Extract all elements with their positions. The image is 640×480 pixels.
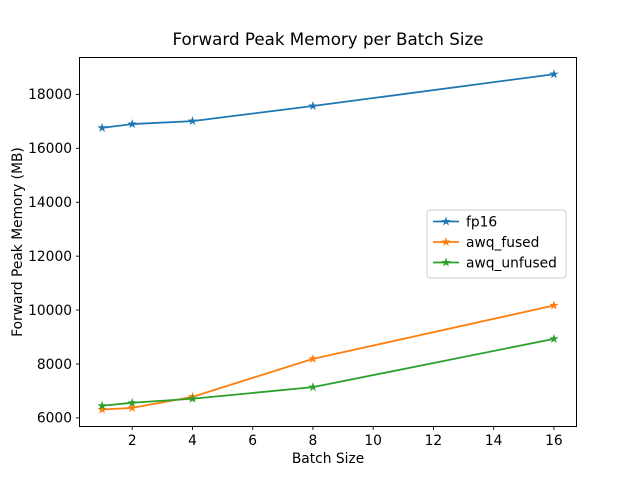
x-tick-label: 6	[248, 433, 257, 449]
series-markers-awq_unfused	[97, 333, 559, 410]
y-tick-label: 16000	[28, 141, 72, 157]
x-axis-label: Batch Size	[292, 451, 364, 467]
legend-star-marker-icon	[441, 257, 451, 267]
y-tick-label: 12000	[28, 249, 72, 265]
x-tick-label: 10	[364, 433, 382, 449]
y-tick-label: 18000	[28, 87, 72, 103]
legend-label-awq-unfused: awq_unfused	[466, 256, 557, 272]
y-axis-label: Forward Peak Memory (MB)	[10, 147, 26, 337]
y-tick-label: 6000	[37, 411, 72, 427]
data-series	[97, 69, 559, 414]
series-line-awq_fused	[101, 304, 555, 411]
series-line-awq_unfused	[101, 338, 555, 407]
series-line-fp16	[101, 73, 555, 129]
y-tick-label: 8000	[37, 357, 72, 373]
x-tick-label: 4	[188, 433, 197, 449]
series-markers-awq_fused	[97, 300, 559, 414]
legend-label-fp16: fp16	[466, 215, 497, 231]
legend-star-marker-icon	[441, 216, 451, 226]
y-tick-label: 14000	[28, 195, 72, 211]
x-tick-label: 2	[128, 433, 137, 449]
x-tick-label: 16	[545, 433, 563, 449]
legend-star-marker-icon	[441, 237, 451, 247]
y-tick-label: 10000	[28, 303, 72, 319]
x-tick-label: 8	[309, 433, 318, 449]
axis-ticks: 2 4 6 8 10 12 14 16 6000 8000 10000 12000 14000 16000…	[28, 87, 563, 449]
legend-label-awq-fused: awq_fused	[466, 235, 539, 251]
chart-title: Forward Peak Memory per Batch Size	[172, 29, 483, 49]
plot-area-frame	[79, 57, 577, 427]
x-tick-label: 12	[425, 433, 443, 449]
legend-entry-awq-fused: awq_fused	[433, 235, 539, 251]
legend-entry-fp16: fp16	[433, 215, 497, 231]
legend: fp16 awq_fused awq_unfused	[426, 209, 567, 279]
legend-entry-awq-unfused: awq_unfused	[433, 256, 557, 272]
legend-frame	[426, 209, 567, 279]
x-tick-label: 14	[485, 433, 503, 449]
